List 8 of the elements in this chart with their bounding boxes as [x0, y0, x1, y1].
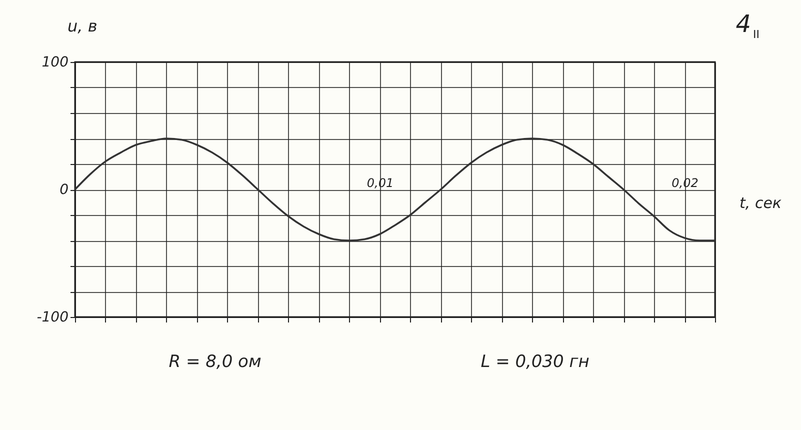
y-axis-title: u, в	[68, 16, 98, 36]
line-series	[74, 138, 716, 242]
y-tick-label: 0	[60, 182, 69, 198]
x-axis-title: t, сек	[740, 194, 782, 212]
text: R = 8,0 ом	[168, 352, 262, 372]
y-tick-label: -100	[36, 310, 69, 326]
text: L = 0,030 гн	[480, 352, 590, 372]
y-tick-label: 100	[42, 54, 69, 70]
